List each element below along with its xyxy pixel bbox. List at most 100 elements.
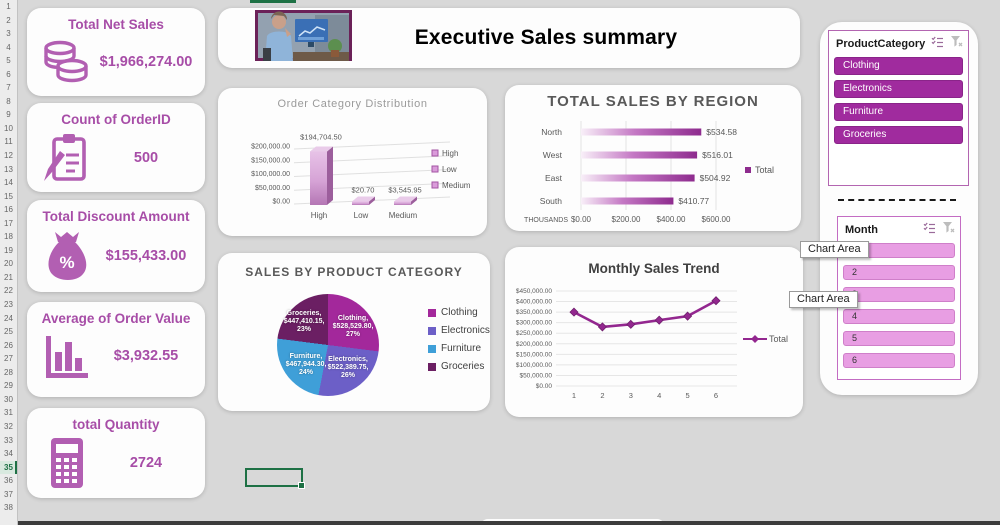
data-point-3[interactable] — [626, 319, 636, 329]
bar-north[interactable] — [581, 128, 702, 136]
clear-filter-icon[interactable] — [942, 221, 955, 239]
slicer-item-clothing[interactable]: Clothing — [834, 57, 963, 75]
row-header-14[interactable]: 14 — [4, 178, 13, 188]
row-header-22[interactable]: 22 — [4, 286, 13, 296]
row-header-17[interactable]: 17 — [4, 218, 13, 228]
svg-text:$0.00: $0.00 — [272, 199, 290, 206]
row-header-15[interactable]: 15 — [4, 191, 13, 201]
pie-label-clothing: Clothing, $528,529.80, 27% — [332, 315, 374, 338]
row-header-21[interactable]: 21 — [4, 272, 13, 282]
bottom-edge-bar — [0, 521, 1000, 525]
row-header-25[interactable]: 25 — [4, 327, 13, 337]
column-high[interactable] — [310, 146, 333, 205]
3d-column-plot[interactable]: $200,000.00 $150,000.00 $100,000.00 $50,000… — [218, 112, 487, 229]
svg-text:Low: Low — [442, 165, 457, 174]
column-low[interactable] — [352, 196, 375, 206]
slicer-item-month-6[interactable]: 6 — [843, 353, 955, 368]
bar-east[interactable] — [581, 174, 695, 182]
slicer-item-month-3[interactable]: 3 — [843, 287, 955, 302]
row-header-2[interactable]: 2 — [6, 15, 11, 25]
bar-chart-icon — [39, 330, 95, 382]
data-point-4[interactable] — [654, 315, 664, 325]
row-header-8[interactable]: 8 — [6, 96, 11, 106]
kpi-title: Total Net Sales — [68, 17, 164, 32]
svg-text:East: East — [545, 173, 563, 183]
data-point-1[interactable] — [569, 307, 579, 317]
slicer-item-month-2[interactable]: 2 — [843, 265, 955, 280]
clipboard-pencil-icon — [39, 131, 95, 185]
chart-total-sales-by-region[interactable]: TOTAL SALES BY REGION $0.00 $200.00 $400.0… — [505, 85, 801, 231]
svg-text:Medium: Medium — [389, 211, 418, 220]
row-header-7[interactable]: 7 — [6, 83, 11, 93]
row-header-6[interactable]: 6 — [6, 69, 11, 79]
row-header-37[interactable]: 37 — [4, 489, 13, 499]
row-header-27[interactable]: 27 — [4, 354, 13, 364]
row-header-19[interactable]: 19 — [4, 245, 13, 255]
slicer-item-groceries[interactable]: Groceries — [834, 126, 963, 144]
row-header-16[interactable]: 16 — [4, 205, 13, 215]
row-header-30[interactable]: 30 — [4, 394, 13, 404]
legend-item-furniture: Furniture — [428, 343, 490, 354]
kpi-card-total-net-sales: Total Net Sales $1,966,274.00 — [27, 8, 205, 96]
slicer-item-electronics[interactable]: Electronics — [834, 80, 963, 98]
svg-text:1: 1 — [572, 391, 576, 400]
bar-south[interactable] — [581, 197, 674, 205]
slicer-item-month-5[interactable]: 5 — [843, 331, 955, 346]
row-header-3[interactable]: 3 — [6, 29, 11, 39]
chart-sales-by-product-category[interactable]: SALES BY PRODUCT CATEGORY Clothing, $528,… — [218, 253, 490, 411]
chart-order-category-distribution[interactable]: Order Category Distribution $200,000.00 $… — [218, 88, 487, 236]
row-header-38[interactable]: 38 — [4, 503, 13, 513]
row-header-26[interactable]: 26 — [4, 340, 13, 350]
svg-text:$100,000.00: $100,000.00 — [251, 171, 290, 178]
calculator-icon — [39, 436, 95, 490]
multi-select-icon[interactable] — [923, 221, 936, 239]
row-header-36[interactable]: 36 — [4, 476, 13, 486]
data-point-2[interactable] — [597, 322, 607, 332]
slicer-product-category[interactable]: ProductCategory Clothing Electronics Furni… — [828, 30, 969, 186]
row-header-35[interactable]: 35 — [0, 460, 17, 475]
svg-text:$410.77: $410.77 — [678, 196, 709, 206]
kpi-title: Count of OrderID — [61, 112, 171, 127]
bar-west[interactable] — [581, 151, 698, 159]
row-header-20[interactable]: 20 — [4, 259, 13, 269]
line-plot[interactable]: $450,000.00 $400,000.00 $350,000.00 $300,00… — [505, 277, 803, 422]
selected-cell[interactable] — [245, 468, 305, 489]
kpi-card-total-discount: Total Discount Amount % $155,433.00 — [27, 200, 205, 292]
row-header-12[interactable]: 12 — [4, 151, 13, 161]
chart-monthly-sales-trend[interactable]: Monthly Sales Trend $450,000.00 $400,000.… — [505, 247, 803, 417]
row-header-9[interactable]: 9 — [6, 110, 11, 120]
svg-text:$0.00: $0.00 — [571, 215, 592, 224]
row-header-4[interactable]: 4 — [6, 42, 11, 52]
row-header-5[interactable]: 5 — [6, 56, 11, 66]
svg-text:High: High — [311, 211, 327, 220]
kpi-value: $155,433.00 — [105, 248, 187, 264]
row-header-29[interactable]: 29 — [4, 381, 13, 391]
row-header-31[interactable]: 31 — [4, 408, 13, 418]
row-header-11[interactable]: 11 — [4, 137, 13, 147]
row-header-32[interactable]: 32 — [4, 421, 13, 431]
svg-text:3: 3 — [629, 391, 633, 400]
svg-text:$150,000.00: $150,000.00 — [516, 351, 553, 358]
row-header-10[interactable]: 10 — [4, 123, 13, 133]
clear-filter-icon[interactable] — [950, 35, 963, 53]
data-point-6[interactable] — [711, 296, 721, 306]
svg-text:$50,000.00: $50,000.00 — [255, 185, 290, 192]
slicer-item-month-4[interactable]: 4 — [843, 309, 955, 324]
row-header-33[interactable]: 33 — [4, 435, 13, 445]
column-medium[interactable] — [394, 196, 417, 206]
pie-chart[interactable] — [277, 294, 379, 396]
row-header-24[interactable]: 24 — [4, 313, 13, 323]
row-header-34[interactable]: 34 — [4, 449, 13, 459]
row-header-28[interactable]: 28 — [4, 367, 13, 377]
row-header-18[interactable]: 18 — [4, 232, 13, 242]
row-header-column[interactable]: 1 2 3 4 5 6 7 8 9 10 11 12 13 14 15 16 17 18 19 20 21 22 23 24 2… — [0, 0, 18, 525]
region-bar-plot[interactable]: $0.00 $200.00 $400.00 $600.00 THOUSANDS North… — [505, 113, 801, 236]
multi-select-icon[interactable] — [931, 35, 944, 53]
row-header-23[interactable]: 23 — [4, 300, 13, 310]
svg-text:%: % — [59, 253, 74, 272]
row-header-1[interactable]: 1 — [6, 2, 11, 11]
data-point-5[interactable] — [683, 311, 693, 321]
row-header-13[interactable]: 13 — [4, 164, 13, 174]
slicer-item-furniture[interactable]: Furniture — [834, 103, 963, 121]
